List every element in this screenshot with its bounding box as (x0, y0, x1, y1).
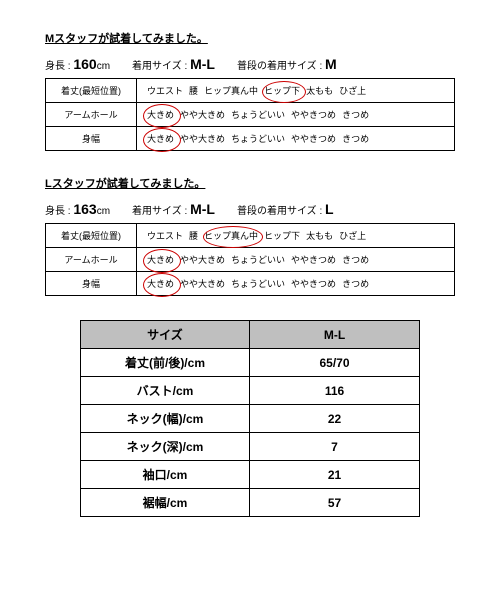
height-label: 身長 : (45, 61, 71, 72)
fit-option: 腰 (189, 84, 198, 97)
page-root: Mスタッフが試着してみました。身長 : 160cm着用サイズ : M-L普段の着… (45, 30, 455, 517)
table-row: アームホール大きめやや大きめちょうどいいややきつめきつめ (46, 103, 455, 127)
staff-title: Mスタッフが試着してみました。 (45, 30, 455, 46)
fit-option: 大きめ (147, 108, 174, 121)
usual-value: M (325, 56, 337, 72)
table-row: 袖口/cm21 (81, 461, 420, 489)
fit-option: ややきつめ (291, 132, 336, 145)
height-value: 160 (73, 56, 96, 72)
size-cell: バスト/cm (81, 377, 250, 405)
fit-row-options: 大きめやや大きめちょうどいいややきつめきつめ (137, 127, 455, 151)
fit-row-options: 大きめやや大きめちょうどいいややきつめきつめ (137, 272, 455, 296)
size-cell: 裾幅/cm (81, 489, 250, 517)
size-header-cell: M-L (250, 321, 420, 349)
worn-label: 着用サイズ : (132, 206, 187, 217)
fit-option: ひざ上 (339, 229, 366, 242)
table-row: サイズM-L (81, 321, 420, 349)
fit-row-label: 身幅 (46, 127, 137, 151)
staff-section: Lスタッフが試着してみました。身長 : 163cm 着用サイズ : M-L 普段の着… (45, 175, 455, 296)
size-cell: 着丈(前/後)/cm (81, 349, 250, 377)
fit-option: ややきつめ (291, 253, 336, 266)
fit-option: ちょうどいい (231, 277, 285, 290)
fit-option: やや大きめ (180, 277, 225, 290)
table-row: 着丈(最短位置)ウエスト腰ヒップ真ん中ヒップ下太ももひざ上 (46, 224, 455, 248)
fit-option: 大きめ (147, 277, 174, 290)
fit-option: やや大きめ (180, 108, 225, 121)
fit-option: 太もも (306, 229, 333, 242)
staff-info-line: 身長 : 163cm 着用サイズ : M-L 普段の着用サイズ : L (45, 201, 455, 217)
fit-option: ちょうどいい (231, 132, 285, 145)
fit-table: 着丈(最短位置)ウエスト腰ヒップ真ん中ヒップ下太ももひざ上アームホール大きめやや… (45, 223, 455, 296)
table-row: ネック(幅)/cm22 (81, 405, 420, 433)
fit-option: ヒップ真ん中 (204, 84, 258, 97)
fit-option: ひざ上 (339, 84, 366, 97)
size-table: サイズM-L着丈(前/後)/cm65/70バスト/cm116ネック(幅)/cm2… (80, 320, 420, 517)
fit-option: ややきつめ (291, 108, 336, 121)
fit-option: やや大きめ (180, 253, 225, 266)
staff-section: Mスタッフが試着してみました。身長 : 160cm 着用サイズ : M-L 普段の着… (45, 30, 455, 151)
size-cell: ネック(深)/cm (81, 433, 250, 461)
fit-option: きつめ (342, 277, 369, 290)
fit-option: きつめ (342, 132, 369, 145)
fit-option: 大きめ (147, 132, 174, 145)
fit-option: ちょうどいい (231, 253, 285, 266)
staff-info-line: 身長 : 160cm 着用サイズ : M-L 普段の着用サイズ : M (45, 56, 455, 72)
fit-option: ややきつめ (291, 277, 336, 290)
size-cell: 22 (250, 405, 420, 433)
fit-row-options: ウエスト腰ヒップ真ん中ヒップ下太ももひざ上 (137, 79, 455, 103)
table-row: 着丈(最短位置)ウエスト腰ヒップ真ん中ヒップ下太ももひざ上 (46, 79, 455, 103)
size-header-cell: サイズ (81, 321, 250, 349)
height-value: 163 (73, 201, 96, 217)
table-row: ネック(深)/cm7 (81, 433, 420, 461)
table-row: アームホール大きめやや大きめちょうどいいややきつめきつめ (46, 248, 455, 272)
size-cell: 57 (250, 489, 420, 517)
fit-option: ちょうどいい (231, 108, 285, 121)
fit-row-label: 着丈(最短位置) (46, 224, 137, 248)
usual-value: L (325, 201, 334, 217)
fit-option: ヒップ真ん中 (204, 229, 258, 242)
fit-option: やや大きめ (180, 132, 225, 145)
height-label: 身長 : (45, 206, 71, 217)
height-unit: cm (97, 206, 110, 217)
table-row: バスト/cm116 (81, 377, 420, 405)
fit-row-label: アームホール (46, 103, 137, 127)
table-row: 身幅大きめやや大きめちょうどいいややきつめきつめ (46, 272, 455, 296)
fit-row-options: 大きめやや大きめちょうどいいややきつめきつめ (137, 103, 455, 127)
fit-option: ヒップ下 (264, 229, 300, 242)
staff-title: Lスタッフが試着してみました。 (45, 175, 455, 191)
table-row: 身幅大きめやや大きめちょうどいいややきつめきつめ (46, 127, 455, 151)
fit-option: 腰 (189, 229, 198, 242)
worn-value: M-L (190, 201, 215, 217)
size-cell: 116 (250, 377, 420, 405)
fit-option: 大きめ (147, 253, 174, 266)
worn-value: M-L (190, 56, 215, 72)
fit-option: 太もも (306, 84, 333, 97)
size-cell: 21 (250, 461, 420, 489)
size-cell: ネック(幅)/cm (81, 405, 250, 433)
fit-row-label: 着丈(最短位置) (46, 79, 137, 103)
size-cell: 65/70 (250, 349, 420, 377)
fit-option: きつめ (342, 253, 369, 266)
table-row: 裾幅/cm57 (81, 489, 420, 517)
table-row: 着丈(前/後)/cm65/70 (81, 349, 420, 377)
fit-row-options: 大きめやや大きめちょうどいいややきつめきつめ (137, 248, 455, 272)
fit-table: 着丈(最短位置)ウエスト腰ヒップ真ん中ヒップ下太ももひざ上アームホール大きめやや… (45, 78, 455, 151)
fit-option: ヒップ下 (264, 84, 300, 97)
fit-option: きつめ (342, 108, 369, 121)
fit-row-label: アームホール (46, 248, 137, 272)
worn-label: 着用サイズ : (132, 61, 187, 72)
fit-option: ウエスト (147, 229, 183, 242)
usual-label: 普段の着用サイズ : (237, 61, 322, 72)
fit-option: ウエスト (147, 84, 183, 97)
fit-row-label: 身幅 (46, 272, 137, 296)
usual-label: 普段の着用サイズ : (237, 206, 322, 217)
size-cell: 7 (250, 433, 420, 461)
fit-row-options: ウエスト腰ヒップ真ん中ヒップ下太ももひざ上 (137, 224, 455, 248)
height-unit: cm (97, 61, 110, 72)
size-cell: 袖口/cm (81, 461, 250, 489)
